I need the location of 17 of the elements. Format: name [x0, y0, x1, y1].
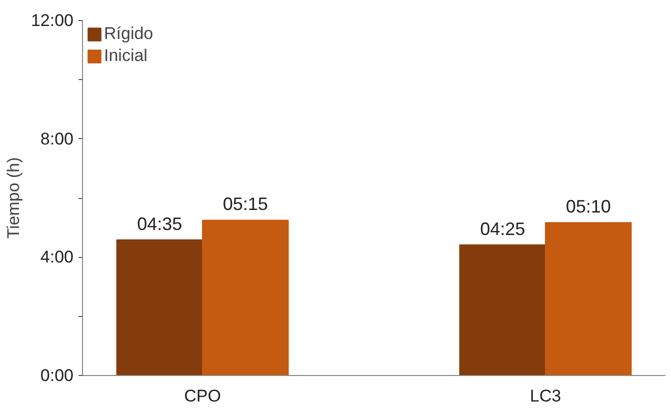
bar — [116, 239, 204, 376]
y-tick-label: 12:00 — [30, 11, 74, 30]
y-tick-label: 4:00 — [40, 248, 74, 267]
y-tick-label: 0:00 — [40, 366, 74, 385]
legend-label: Inicial — [104, 46, 148, 66]
bar — [544, 222, 632, 376]
data-label: 05:15 — [222, 194, 268, 214]
x-tick-label: CPO — [184, 386, 221, 406]
y-tick-label: 8:00 — [40, 129, 74, 148]
legend-label: Rígido — [104, 24, 154, 44]
y-axis-title: Tiempo (h) — [4, 157, 23, 239]
data-label: 04:35 — [137, 214, 182, 234]
bar — [202, 220, 289, 376]
x-tick-label: LC3 — [530, 386, 562, 406]
data-label: 05:10 — [566, 196, 611, 217]
data-label: 04:25 — [480, 218, 526, 239]
bar — [459, 244, 546, 376]
